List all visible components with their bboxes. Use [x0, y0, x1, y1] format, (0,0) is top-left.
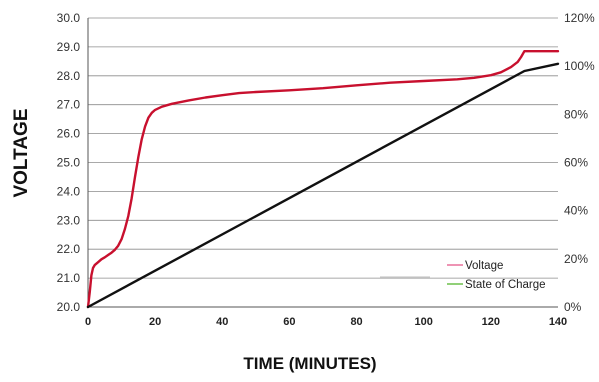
series-line-state-of-charge — [86, 62, 560, 309]
series-line-voltage — [86, 50, 560, 309]
y2-tick-label: 80% — [564, 107, 588, 121]
y-tick-label: 27.0 — [57, 98, 81, 112]
y-tick-label: 20.0 — [57, 300, 81, 314]
y2-tick-label: 120% — [564, 11, 595, 25]
axes — [87, 18, 558, 308]
y2-tick-label: 0% — [564, 300, 582, 314]
series-lines — [86, 50, 560, 309]
y-tick-label: 23.0 — [57, 213, 81, 227]
y-axis-ticks-right: 0% 20% 40% 60% 80% 100% 120% — [564, 11, 595, 314]
y-tick-label: 25.0 — [57, 156, 81, 170]
grid-lines — [88, 17, 558, 279]
legend-label-state-of-charge: State of Charge — [465, 279, 546, 291]
legend-label-voltage: Voltage — [465, 260, 503, 272]
y-tick-label: 28.0 — [57, 69, 81, 83]
x-tick-label: 20 — [149, 316, 161, 328]
y-tick-label: 24.0 — [57, 184, 81, 198]
x-tick-label: 140 — [549, 316, 567, 328]
x-axis-ticks: 0 20 40 60 80 100 120 140 — [85, 316, 567, 328]
y-tick-label: 29.0 — [57, 40, 81, 54]
y-tick-label: 22.0 — [57, 242, 81, 256]
x-tick-label: 60 — [283, 316, 295, 328]
x-axis-title: TIME (MINUTES) — [243, 354, 376, 373]
x-tick-label: 0 — [85, 316, 91, 328]
x-tick-label: 100 — [415, 316, 433, 328]
x-tick-label: 80 — [350, 316, 362, 328]
y-axis-title: VOLTAGE — [11, 108, 32, 197]
y-tick-label: 26.0 — [57, 127, 81, 141]
legend: Voltage State of Charge — [380, 260, 546, 291]
y-tick-label: 30.0 — [57, 11, 81, 25]
y-tick-label: 21.0 — [57, 271, 81, 285]
y2-tick-label: 40% — [564, 204, 588, 218]
y2-tick-label: 60% — [564, 156, 588, 170]
y2-tick-label: 100% — [564, 59, 595, 73]
x-tick-label: 120 — [482, 316, 500, 328]
y2-tick-label: 20% — [564, 252, 588, 266]
y-axis-ticks-left: 20.0 21.0 22.0 23.0 24.0 25.0 26.0 27.0 28.0 29.0… — [57, 11, 81, 314]
x-tick-label: 40 — [216, 316, 228, 328]
